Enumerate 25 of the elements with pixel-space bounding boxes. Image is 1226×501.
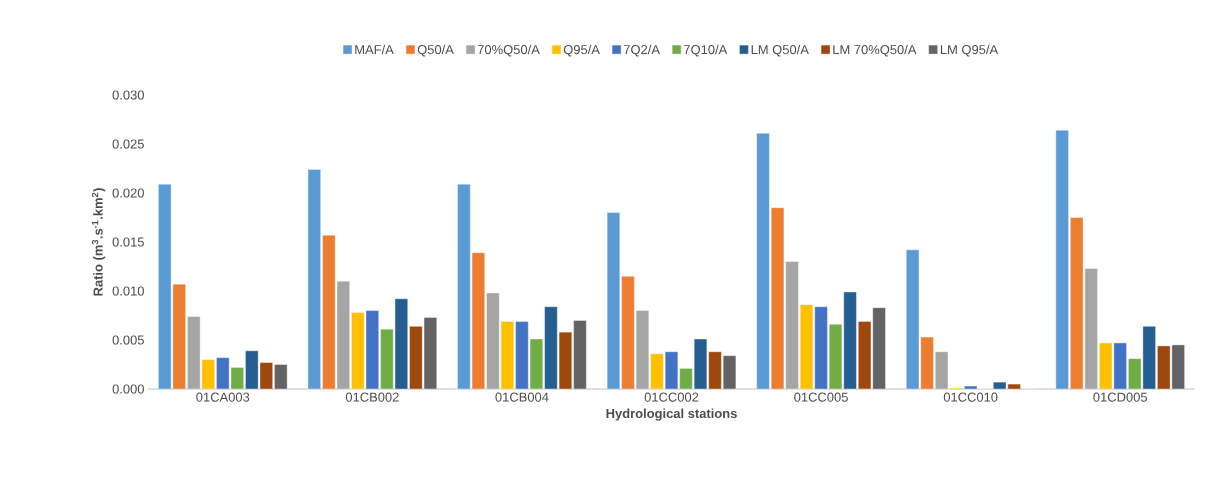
x-tick-label: 01CC005	[794, 392, 848, 402]
y-tick-label: 0.020	[112, 188, 144, 198]
y-axis-title: Ratio (m$^{3}$.s$^{-1}$.km$^{2}$)	[91, 188, 106, 296]
x-tick-label: 01CA003	[196, 392, 250, 402]
legend-label: Q95/A	[563, 44, 600, 57]
legend-label: LM Q95/A	[940, 44, 999, 57]
y-tick-label: 0.000	[112, 384, 144, 394]
legend-label: 7Q10/A	[684, 44, 728, 57]
y-tick-label: 0.030	[112, 90, 144, 100]
x-tick-label: 01CB004	[495, 392, 549, 402]
legend-label: 7Q2/A	[623, 44, 660, 57]
x-tick-label: 01CD005	[1093, 392, 1148, 402]
x-axis-title: Hydrological stations	[606, 408, 737, 421]
legend-label: MAF/A	[355, 44, 394, 55]
x-tick-label: 01CC002	[644, 392, 699, 402]
legend-label: LM Q50/A	[751, 44, 809, 57]
y-tick-label: 0.015	[112, 237, 144, 247]
y-tick-label: 0.010	[112, 286, 144, 296]
x-tick-label: 01CC010	[943, 392, 998, 402]
legend-label: Q50/A	[417, 44, 454, 57]
legend-label: 70%Q50/A	[477, 44, 540, 57]
y-tick-label: 0.025	[112, 139, 144, 149]
legend-label: LM 70%Q50/A	[833, 44, 917, 57]
y-tick-label: 0.005	[112, 335, 144, 345]
x-tick-label: 01CB002	[345, 392, 399, 402]
